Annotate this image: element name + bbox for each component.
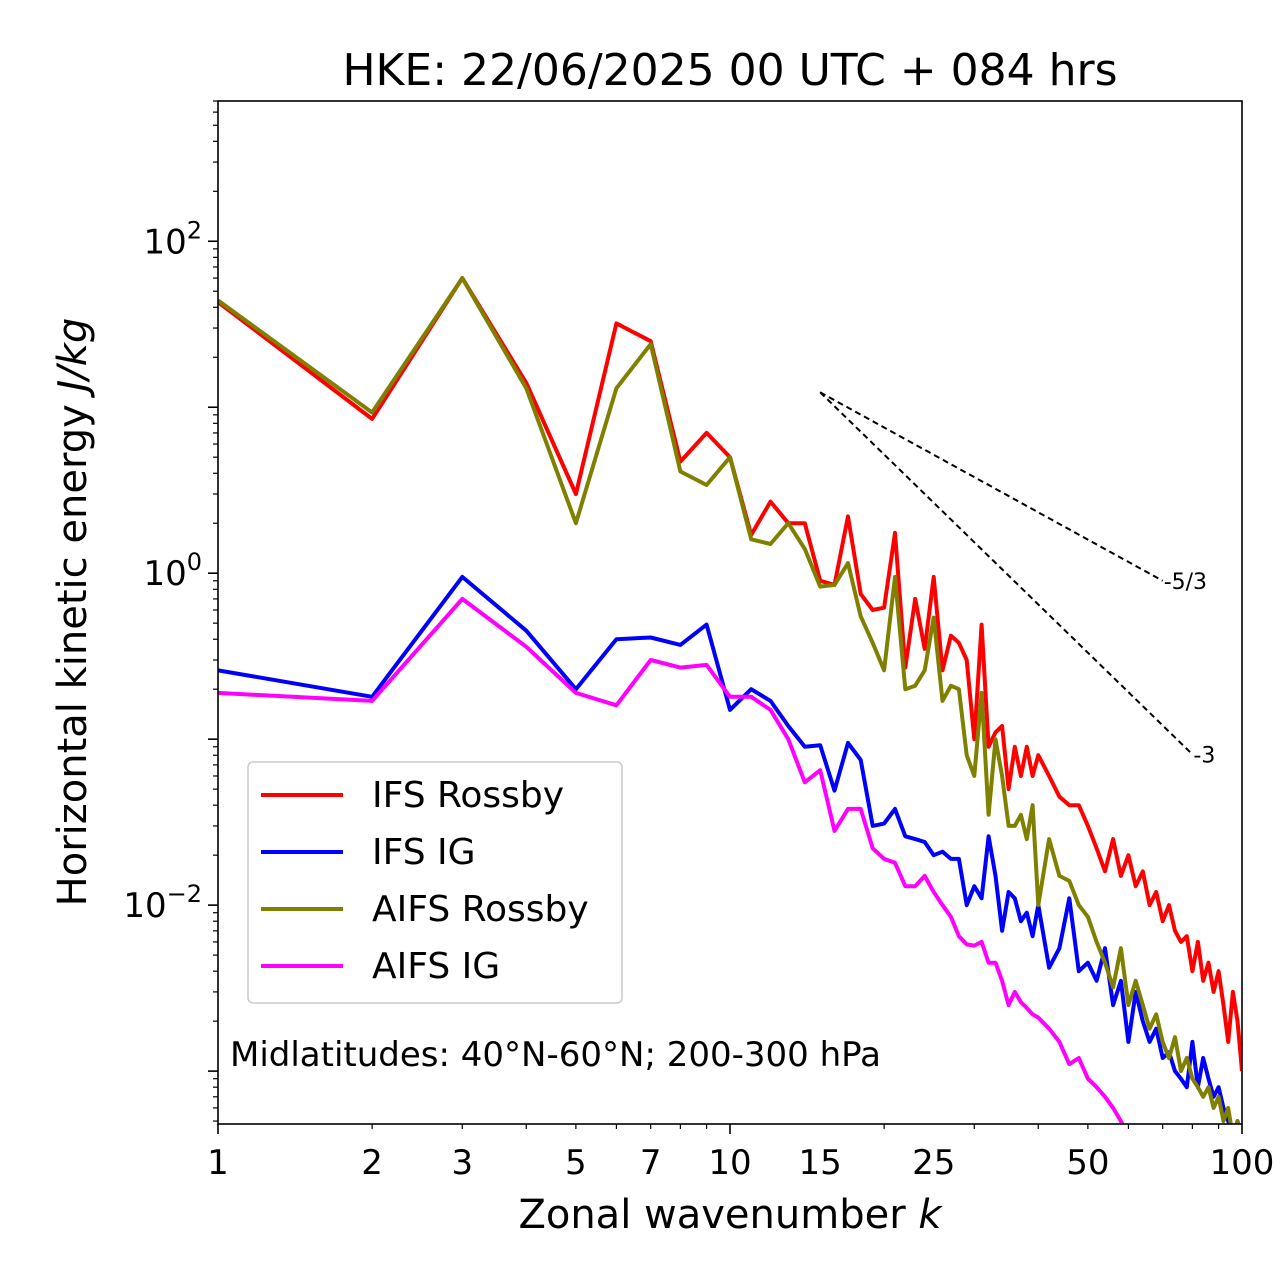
legend-label: IFS Rossby	[372, 775, 564, 816]
x-tick-label: 10	[708, 1143, 751, 1183]
y-axis-label: Horizontal kinetic energy J/kg	[50, 318, 96, 907]
x-tick-label: 3	[451, 1143, 473, 1183]
series-lines	[218, 276, 1242, 1124]
legend: IFS Rossby IFS IG AIFS Rossby AIFS IG	[247, 761, 623, 1004]
region-annotation: Midlatitudes: 40°N-60°N; 200-300 hPa	[230, 1035, 881, 1075]
legend-box	[247, 761, 623, 1004]
series-line-aifs-rossby	[218, 276, 1241, 1124]
axis-ticks	[208, 100, 1243, 1134]
series-line-ifs-ig	[218, 574, 1241, 1124]
x-axis-label-variable: k	[918, 1192, 943, 1238]
x-tick-label: 2	[361, 1143, 383, 1183]
y-tick-label: 10−2	[123, 880, 202, 926]
x-tick-label: 50	[1066, 1143, 1109, 1183]
reference-slope-lines: -5/3 -3	[819, 391, 1215, 768]
reference-line-label: -3	[1193, 743, 1215, 768]
x-tick-label: 15	[799, 1143, 842, 1183]
legend-label: AIFS Rossby	[372, 889, 589, 930]
series-line-ifs-rossby	[218, 276, 1242, 1072]
reference-line-minus-three	[819, 391, 1194, 756]
x-tick-labels: 1 2 3 5 7 10 15 25 50 100	[207, 1143, 1274, 1183]
x-tick-label: 7	[640, 1143, 662, 1183]
chart-title: HKE: 22/06/2025 00 UTC + 084 hrs	[342, 45, 1117, 96]
y-axis-label-unit: J/kg	[50, 318, 96, 399]
plot-area-frame	[217, 100, 1243, 1125]
reference-line-label: -5/3	[1164, 570, 1207, 595]
y-tick-labels: 10−2 100 102	[123, 216, 202, 926]
y-axis-label-text: Horizontal kinetic energy	[50, 404, 96, 906]
x-axis-label: Zonal wavenumber k	[518, 1192, 943, 1238]
series-line-aifs-ig	[218, 596, 1125, 1124]
reference-line-minus-five-thirds	[819, 391, 1164, 582]
y-tick-label: 100	[143, 548, 202, 594]
legend-label: IFS IG	[372, 832, 476, 873]
legend-label: AIFS IG	[372, 946, 500, 987]
x-tick-label: 5	[565, 1143, 587, 1183]
x-tick-label: 100	[1210, 1143, 1275, 1183]
x-axis-label-text: Zonal wavenumber	[518, 1192, 906, 1238]
x-tick-label: 25	[912, 1143, 955, 1183]
x-tick-label: 1	[207, 1143, 229, 1183]
y-tick-label: 102	[143, 216, 202, 262]
